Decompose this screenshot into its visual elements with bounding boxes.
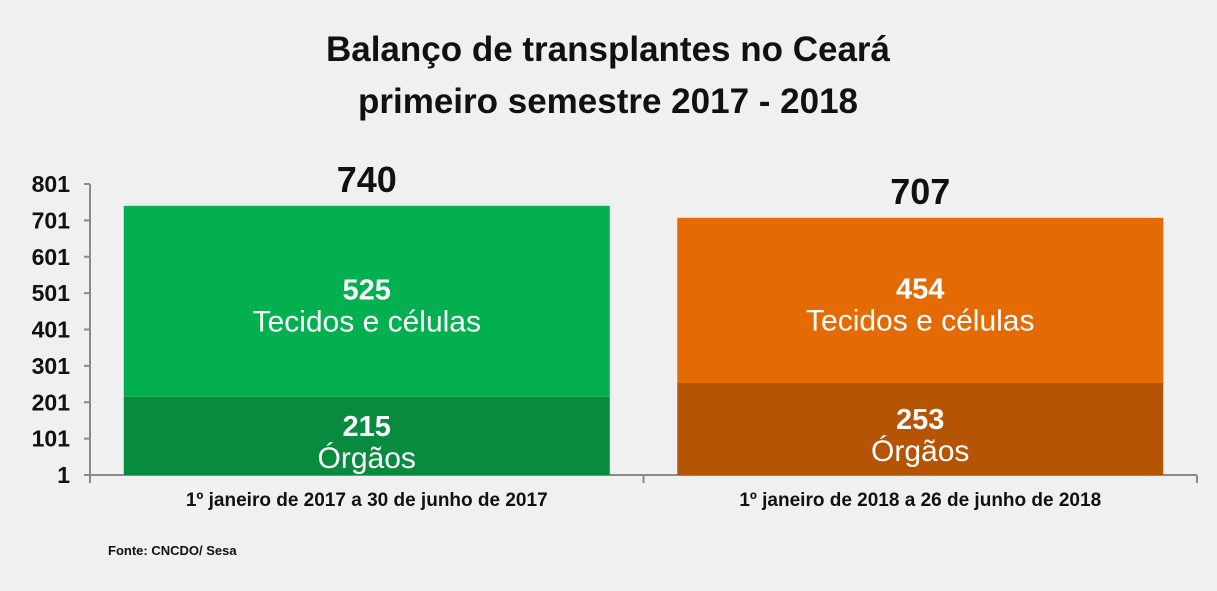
x-category-label: 1º janeiro de 2018 a 26 de junho de 2018 [739, 490, 1101, 511]
segment-series-label: Tecidos e células [806, 304, 1034, 337]
y-tick-label: 1 [57, 462, 70, 488]
y-tick-label: 701 [32, 207, 71, 233]
y-tick-label: 101 [32, 426, 71, 452]
chart-title-line-1: Balanço de transplantes no Ceará [326, 30, 891, 69]
bar-total-label: 740 [337, 159, 397, 200]
segment-value-label: 525 [343, 274, 391, 306]
segment-value-label: 253 [896, 404, 944, 436]
chart-title-line-2: primeiro semestre 2017 - 2018 [358, 82, 858, 121]
y-tick-label: 301 [32, 353, 71, 379]
y-tick-label: 501 [32, 280, 71, 306]
segment-series-label: Órgãos [871, 435, 969, 468]
x-category-label: 1º janeiro de 2017 a 30 de junho de 2017 [186, 490, 548, 511]
bar-segment-tecidos [677, 217, 1164, 383]
bar-total-label: 707 [890, 171, 950, 212]
segment-series-label: Tecidos e células [253, 305, 481, 338]
segment-series-label: Órgãos [318, 442, 416, 475]
bar-segment-tecidos [123, 205, 610, 397]
y-tick-label: 401 [32, 317, 71, 343]
bar-segment-orgaos [123, 396, 610, 475]
y-tick-label: 201 [32, 389, 71, 415]
source-note: Fonte: CNCDO/ Sesa [108, 543, 237, 558]
segment-value-label: 454 [896, 273, 944, 305]
y-tick-label: 801 [32, 171, 71, 197]
segment-value-label: 215 [343, 411, 391, 443]
y-tick-label: 601 [32, 244, 71, 270]
bar-segment-orgaos [677, 382, 1164, 475]
